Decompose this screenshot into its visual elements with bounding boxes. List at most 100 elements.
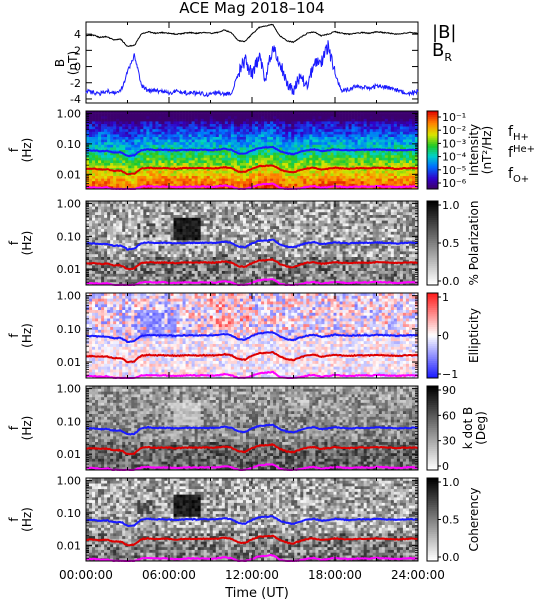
heatmap-coherency (86, 478, 418, 561)
f-tick-label: 0.10 (57, 230, 82, 243)
colorbar-tick-label: 0.5 (442, 514, 460, 527)
panel-intensity: 1.00 0.10 0.01 f(Hz) 10⁻¹10⁻²10⁻³10⁻⁴10⁻⁵10⁻… (7, 107, 535, 191)
f-tick-label: 0.01 (57, 356, 82, 369)
f-tick-label: 0.01 (57, 539, 82, 552)
b-field-ylabel: B(nT) (53, 51, 80, 75)
f-tick-label: 0.01 (57, 263, 82, 276)
f-tick-label: 1.00 (57, 383, 82, 396)
x-tick-labels: 00:00:00 06:00:00 12:00:00 18:00:00 24:00:00 (59, 568, 445, 582)
f-tick-label: 0.10 (57, 138, 82, 151)
heatmap-kdotb (86, 386, 418, 470)
b-ylabel-text: B(nT) (53, 51, 80, 75)
f-tick-label: 1.00 (57, 198, 82, 211)
legend-b-r-sub: R (444, 51, 452, 64)
colorbar-tick-label: 0.0 (442, 551, 460, 564)
overlay-line-h-plus (85, 423, 419, 436)
b-ytick-label: -2 (70, 77, 81, 90)
f-tick-label: 1.00 (57, 290, 82, 303)
colorbar-tick-label: 10⁻² (442, 124, 466, 137)
overlay-line-he-plus (85, 350, 419, 364)
overlay-line-h-plus (86, 238, 419, 251)
x-tick-label: 12:00:00 (225, 568, 279, 582)
f-ylabel: f(Hz) (7, 323, 34, 348)
legend-o-plus: fO+ (508, 166, 529, 185)
colorbar-label: k dot B(Deg) (461, 407, 488, 449)
colorbar-intensity: 10⁻¹10⁻²10⁻³10⁻⁴10⁻⁵10⁻⁶Intensity(nT²/Hz… (426, 110, 494, 190)
x-tick-label: 18:00:00 (308, 568, 362, 582)
overlay-line-h-plus (86, 331, 419, 344)
colorbar-frame (426, 110, 439, 190)
b-field-yticks: 4 2 0 -2 -4 (70, 28, 418, 106)
b-field-panel: B(nT) 4 2 0 -2 -4 |B|BR (53, 21, 456, 106)
legend-b-r-label: B (432, 40, 444, 61)
heatmap-ellipticity (86, 293, 418, 378)
b-ytick-label: 2 (74, 44, 81, 57)
overlay-line-he-plus (85, 534, 419, 547)
colorbar-frame (426, 385, 439, 471)
colorbar-ellipticity: 1 0 −1 Ellipticity (426, 291, 481, 381)
overlay-line-he-plus (85, 442, 419, 456)
f-tick-label: 0.10 (57, 323, 82, 336)
series-line-b-r (85, 40, 419, 98)
f-ylabel: f(Hz) (7, 416, 34, 441)
colorbar-label: % Polarization (467, 201, 481, 286)
colorbar-tick-label: 0 (442, 460, 449, 473)
b-field-legend: |B|BR (432, 22, 456, 64)
colorbar-tick-label: 1.0 (442, 199, 460, 212)
colorbar-tick-label: 1.0 (442, 476, 460, 489)
x-tick-label: 24:00:00 (391, 568, 445, 582)
colorbar-kdotb: 90 60 30 0 k dot B(Deg) (426, 384, 488, 473)
colorbar-tick-label: 10⁻⁴ (442, 151, 467, 164)
colorbar-tick-label: 0.5 (442, 237, 460, 250)
colorbar-tick-label: 90 (442, 384, 456, 397)
f-tick-label: 0.10 (57, 415, 82, 428)
b-ytick-label: -4 (70, 93, 81, 106)
f-tick-label: 0.01 (57, 168, 82, 181)
series-line-b-total (85, 23, 419, 47)
colorbar-tick-label: 0 (442, 330, 449, 343)
species-legend: fH+fHe+ fO+ (508, 124, 535, 185)
f-ylabel: f(Hz) (7, 138, 34, 163)
panel-ellipticity: 1.00 0.10 0.01 f(Hz) 1 0 −1 Ellipticity (7, 290, 481, 381)
heatmap-intensity (86, 111, 418, 189)
colorbar-polarization: 1.0 0.5 0.0 % Polarization (426, 199, 481, 288)
panel-kdotb: 1.00 0.10 0.01 f(Hz) 90 60 30 0 k dot B(Deg) (7, 383, 488, 473)
f-ylabel: f(Hz) (7, 231, 34, 256)
overlay-line-h-plus (86, 515, 419, 528)
f-tick-label: 0.01 (57, 448, 82, 461)
b-field-xticks (85, 22, 419, 103)
colorbar-tick-label: 30 (442, 435, 456, 448)
spectral-panels: 1.000.100.01f(Hz)10⁻¹10⁻²10⁻³10⁻⁴10⁻⁵10⁻… (7, 107, 535, 564)
colorbar-label: Intensity(nT²/Hz) (467, 124, 494, 176)
colorbar-tick-label: 1 (442, 291, 449, 304)
colorbar-tick-label: 10⁻¹ (442, 111, 466, 124)
colorbar-coherency: 1.0 0.5 0.0 Coherency (426, 476, 481, 564)
colorbar-tick-label: 0.0 (442, 275, 460, 288)
colorbar-label: Coherency (467, 487, 481, 551)
b-field-lines (85, 23, 419, 98)
overlay-line-he-plus (85, 164, 419, 176)
x-axis-label: Time (UT) (224, 586, 289, 600)
f-ylabel: f(Hz) (7, 507, 34, 532)
overlay-line-he-plus (85, 257, 419, 271)
panel-polarization: 1.00 0.10 0.01 f(Hz) 1.0 0.5 0.0 % Polarization (7, 198, 481, 288)
f-tick-label: 1.00 (57, 475, 82, 488)
x-tick-label: 00:00:00 (59, 568, 113, 582)
f-tick-label: 0.10 (57, 507, 82, 520)
chart-title: ACE Mag 2018–104 (179, 0, 324, 17)
colorbar-tick-label: 60 (442, 409, 456, 422)
colorbar-label: Ellipticity (467, 308, 481, 363)
colorbar-tick-label: 10⁻⁶ (442, 177, 467, 190)
b-ytick-label: 4 (74, 28, 81, 41)
b-ytick-label: 0 (74, 61, 81, 74)
colorbar-tick-label: −1 (442, 368, 458, 381)
f-tick-label: 1.00 (57, 107, 82, 120)
legend-he-plus: fHe+ (508, 144, 535, 161)
overlay-line-h-plus (85, 145, 419, 158)
legend-h-plus: fH+ (508, 124, 529, 143)
legend-b-total: |B| (432, 22, 456, 43)
legend-b-r: BR (432, 40, 452, 64)
x-tick-label: 06:00:00 (142, 568, 196, 582)
colorbar-tick-label: 10⁻⁵ (442, 164, 466, 177)
